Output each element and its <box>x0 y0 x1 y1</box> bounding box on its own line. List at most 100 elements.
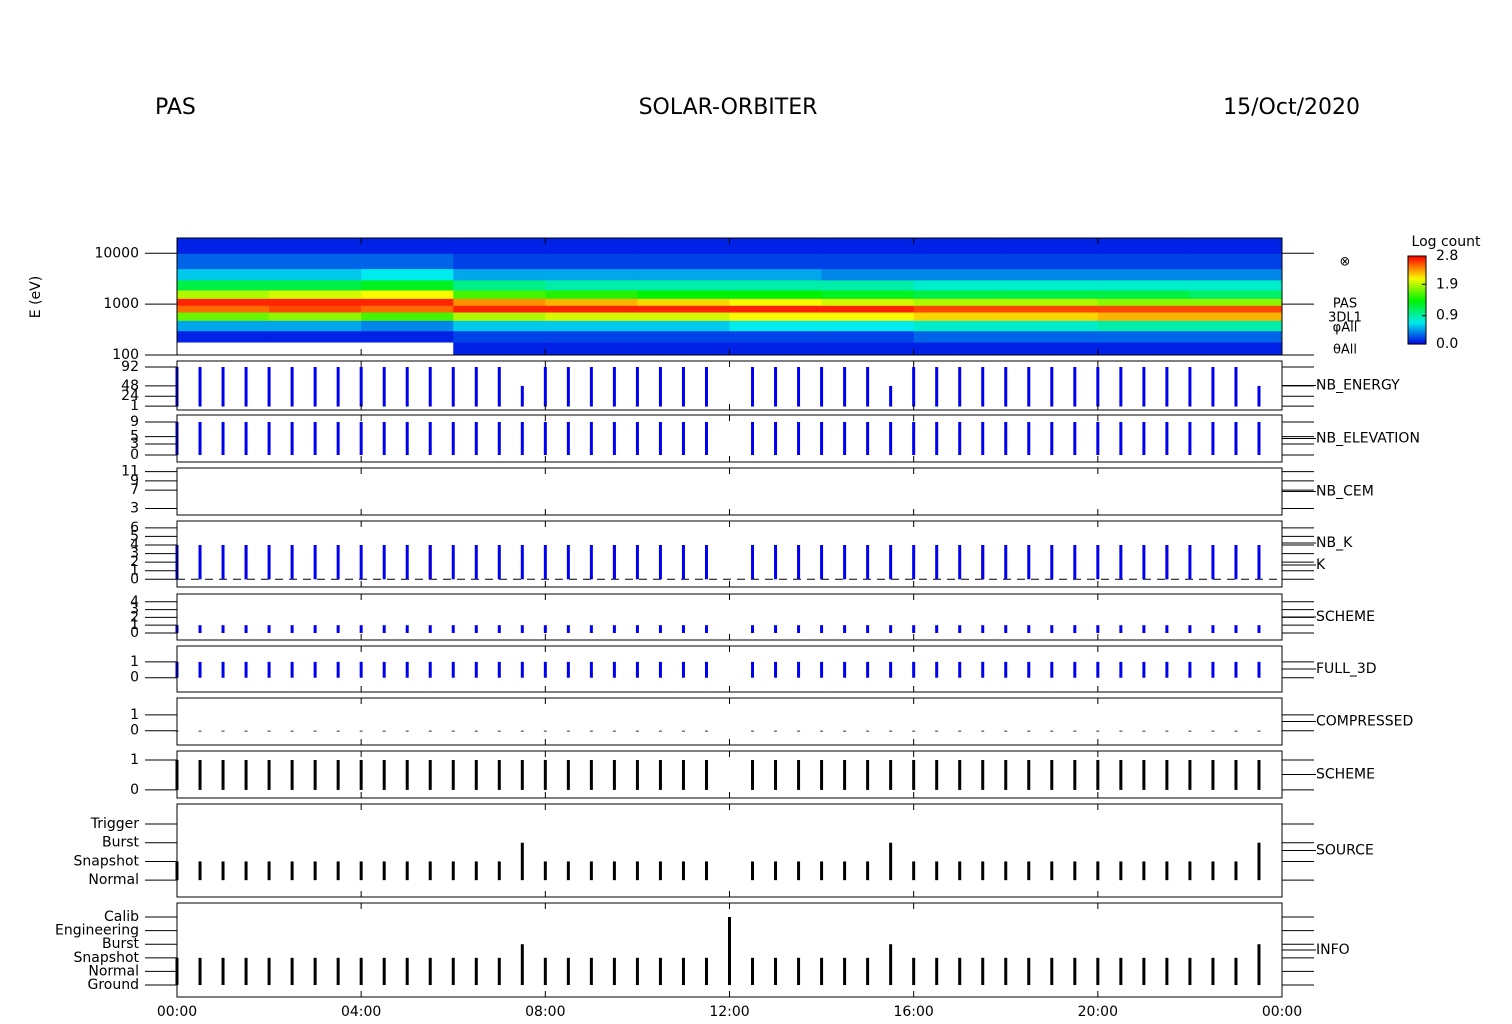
bar <box>1257 842 1261 881</box>
bar <box>935 421 939 456</box>
bar <box>1027 661 1031 678</box>
bar <box>1004 861 1008 881</box>
bar <box>1004 545 1008 580</box>
bar <box>1234 545 1238 580</box>
colorbar-swatch <box>1408 336 1426 339</box>
heatmap-cell <box>1189 320 1283 332</box>
bar <box>658 367 662 407</box>
y-tick-label: Normal <box>88 872 139 888</box>
bar <box>797 545 801 580</box>
bar <box>244 861 248 881</box>
colorbar-swatch <box>1408 272 1426 275</box>
heatmap-cell <box>913 320 1007 332</box>
bar <box>889 421 893 456</box>
bar <box>267 861 271 881</box>
bar <box>774 759 778 790</box>
heatmap-cell <box>545 312 638 321</box>
bar <box>889 385 893 407</box>
bar <box>1073 861 1077 881</box>
bar <box>1165 625 1169 633</box>
heatmap-cell <box>361 298 454 306</box>
bar <box>497 759 501 790</box>
colorbar-frame <box>1407 255 1427 345</box>
bar <box>1096 625 1100 633</box>
heatmap-cell <box>729 342 823 356</box>
bar <box>198 759 202 790</box>
bar <box>543 625 547 633</box>
heatmap-cell <box>729 320 823 332</box>
bar <box>935 661 939 678</box>
bar <box>267 625 271 633</box>
heatmap-cell <box>545 320 638 332</box>
y-tick-label: Burst <box>102 835 140 851</box>
bar <box>267 661 271 678</box>
bar <box>935 957 939 986</box>
colorbar-tick-label: 0.9 <box>1436 308 1458 324</box>
colorbar-tick-label: 2.8 <box>1436 248 1458 264</box>
bar <box>474 367 478 407</box>
heatmap-cell <box>1005 268 1099 281</box>
bar <box>681 730 685 732</box>
bar <box>889 730 893 732</box>
bar <box>1073 957 1077 986</box>
bar <box>658 759 662 790</box>
heatmap-cell <box>177 298 270 306</box>
colorbar-swatch <box>1408 296 1426 299</box>
bar <box>1257 730 1261 732</box>
bar <box>843 861 847 881</box>
colorbar-swatch <box>1408 268 1426 271</box>
colorbar-swatch <box>1408 290 1426 293</box>
bar <box>451 625 455 633</box>
bar <box>797 421 801 456</box>
bar <box>704 367 708 407</box>
bar <box>1027 625 1031 633</box>
bar <box>1142 367 1146 407</box>
bar <box>751 367 755 407</box>
bar <box>1050 861 1054 881</box>
bar <box>704 957 708 986</box>
bar <box>981 730 985 732</box>
heatmap-cell <box>545 342 638 356</box>
bar <box>612 730 616 732</box>
bar <box>658 661 662 678</box>
heatmap-cell <box>729 312 823 321</box>
y-tick-label: 7 <box>130 482 139 498</box>
bar <box>543 367 547 407</box>
y-tick-label: 0 <box>130 670 139 686</box>
heatmap-cell <box>545 305 638 313</box>
y-tick-label: 10000 <box>94 245 139 261</box>
bar <box>244 957 248 986</box>
y-tick-label: Snapshot <box>74 950 140 966</box>
bar <box>359 367 363 407</box>
heatmap-cell <box>361 268 454 281</box>
y-tick-label: 4 <box>130 594 139 610</box>
bar <box>1119 625 1123 633</box>
heatmap-cell <box>821 330 915 343</box>
bar <box>382 367 386 407</box>
bar <box>474 861 478 881</box>
colorbar-swatch <box>1408 314 1426 317</box>
heatmap-cell <box>913 253 1007 270</box>
bar <box>1073 367 1077 407</box>
bar <box>405 545 409 580</box>
heatmap-cell <box>913 312 1007 321</box>
bar <box>474 545 478 580</box>
heatmap-cell <box>637 253 730 270</box>
bar <box>935 759 939 790</box>
header-right: 15/Oct/2020 <box>1223 95 1360 120</box>
y-tick-label: 0 <box>130 723 139 739</box>
colorbar-swatch <box>1408 274 1426 277</box>
x-tick-label: 00:00 <box>157 1004 197 1020</box>
annotation: 3DL1 <box>1328 311 1362 326</box>
bar <box>543 661 547 678</box>
bar <box>336 759 340 790</box>
bar <box>566 625 570 633</box>
bar <box>774 625 778 633</box>
bar <box>889 625 893 633</box>
bar <box>704 421 708 456</box>
heatmap-cell <box>453 305 546 313</box>
heatmap-cell <box>1189 289 1283 299</box>
bar <box>1165 730 1169 732</box>
heatmap-cell <box>1005 320 1099 332</box>
annotation: θAll <box>1333 343 1357 358</box>
